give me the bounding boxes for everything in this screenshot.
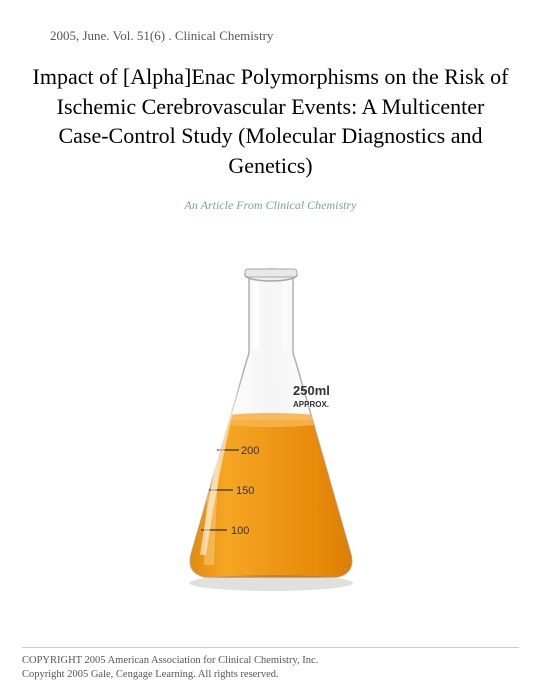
flask-illustration: 250ml APPROX. 200 150 100 bbox=[0, 255, 541, 595]
journal-meta: 2005, June. Vol. 51(6) . Clinical Chemis… bbox=[50, 28, 273, 44]
flask-shadow bbox=[189, 575, 353, 591]
article-title: Impact of [Alpha]Enac Polymorphisms on t… bbox=[30, 62, 511, 181]
flask-label-top: 250ml bbox=[293, 383, 330, 398]
flask-neck-rim bbox=[245, 269, 297, 277]
copyright-line-2: Copyright 2005 Gale, Cengage Learning. A… bbox=[22, 668, 519, 682]
copyright-block: COPYRIGHT 2005 American Association for … bbox=[22, 647, 519, 682]
grad-150: 150 bbox=[236, 485, 254, 497]
flask-liquid bbox=[161, 420, 381, 595]
grad-200: 200 bbox=[241, 445, 259, 457]
copyright-line-1: COPYRIGHT 2005 American Association for … bbox=[22, 654, 519, 668]
grad-100: 100 bbox=[231, 525, 249, 537]
article-subtitle: An Article From Clinical Chemistry bbox=[30, 198, 511, 213]
neck-highlight-2 bbox=[283, 281, 287, 349]
flask-label-bottom: APPROX. bbox=[293, 400, 329, 409]
neck-highlight bbox=[253, 281, 259, 349]
